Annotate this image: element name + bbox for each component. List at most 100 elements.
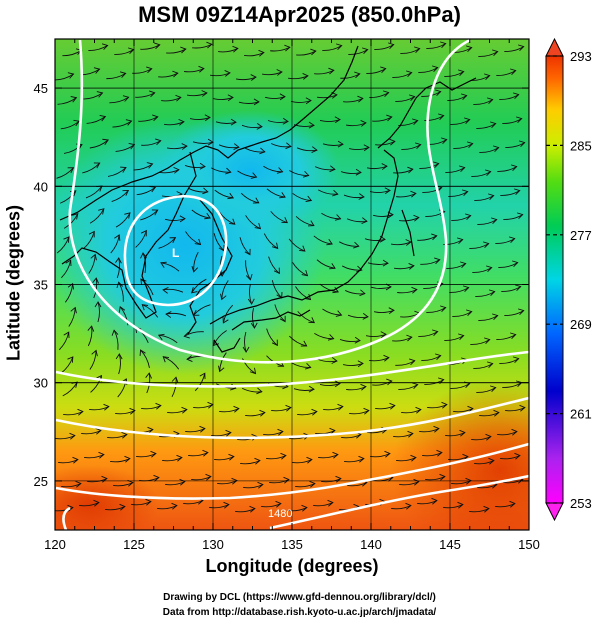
streamline xyxy=(135,230,147,248)
streamline xyxy=(166,48,187,54)
streamline xyxy=(244,147,265,153)
streamline xyxy=(263,431,284,436)
streamline xyxy=(266,328,278,346)
streamline-arrowhead xyxy=(382,259,389,267)
streamline xyxy=(244,52,265,57)
streamline-arrowhead xyxy=(90,253,97,261)
streamline xyxy=(107,434,128,439)
streamline-arrowhead xyxy=(462,285,470,293)
streamline-arrowhead xyxy=(154,42,161,50)
streamline-arrowhead xyxy=(407,166,414,174)
streamline xyxy=(140,278,154,296)
streamline-arrowhead xyxy=(305,362,312,370)
streamline-arrowhead xyxy=(408,94,416,102)
streamline xyxy=(261,503,282,508)
y-tick-label: 30 xyxy=(34,376,48,391)
streamline-arrowhead xyxy=(406,334,413,342)
streamline-arrowhead xyxy=(515,116,523,124)
streamline xyxy=(61,483,82,488)
streamline-arrowhead xyxy=(380,331,387,338)
streamline-arrowhead xyxy=(485,265,493,273)
y-axis-label: Latitude (degrees) xyxy=(3,204,24,362)
streamline-arrowhead xyxy=(140,278,147,285)
streamline-arrowhead xyxy=(486,361,494,369)
streamline-arrowhead xyxy=(181,143,188,150)
streamline xyxy=(63,213,79,229)
streamline xyxy=(58,459,79,464)
streamline xyxy=(60,190,77,204)
streamline-arrowhead xyxy=(439,473,446,481)
streamline-arrowhead xyxy=(198,65,205,73)
streamline-arrowhead xyxy=(147,426,154,434)
streamline xyxy=(268,256,280,274)
streamline-arrowhead xyxy=(150,450,157,458)
streamline-arrowhead xyxy=(305,97,312,105)
streamline xyxy=(109,96,129,104)
streamline xyxy=(218,144,240,149)
streamline-arrowhead xyxy=(459,261,467,269)
streamline xyxy=(393,265,415,270)
streamline-arrowhead xyxy=(309,480,316,488)
streamline-arrowhead xyxy=(118,305,126,313)
streamline xyxy=(375,140,396,146)
streamline-arrowhead xyxy=(326,239,333,246)
streamline-arrowhead xyxy=(228,218,236,225)
streamline xyxy=(345,122,367,127)
streamline-arrowhead xyxy=(160,261,167,268)
streamline xyxy=(264,96,286,99)
streamline xyxy=(140,44,160,50)
streamline xyxy=(471,171,491,177)
streamline xyxy=(214,189,234,199)
y-axis-ticks: 25 30 35 40 45 xyxy=(34,81,529,489)
streamline-arrowhead xyxy=(413,214,420,222)
streamline-arrowhead xyxy=(517,308,525,316)
streamline-arrowhead xyxy=(180,46,187,54)
streamline xyxy=(55,507,74,512)
streamline xyxy=(141,140,161,146)
streamline xyxy=(418,331,438,337)
low-center-label: L xyxy=(172,246,179,260)
streamline-arrowhead xyxy=(205,473,212,481)
streamline xyxy=(85,185,103,199)
streamline xyxy=(106,73,126,80)
streamline xyxy=(142,304,159,318)
streamline-arrowhead xyxy=(509,332,517,340)
wind-streamlines xyxy=(55,41,526,513)
streamline xyxy=(424,379,444,385)
streamline-arrowhead xyxy=(253,98,260,106)
streamline xyxy=(88,254,96,274)
streamline-arrowhead xyxy=(199,372,206,380)
streamline xyxy=(391,505,412,510)
streamline xyxy=(348,49,368,55)
streamline-arrowhead xyxy=(218,270,226,277)
streamline-arrowhead xyxy=(162,287,169,294)
streamline xyxy=(313,235,333,245)
streamline-arrowhead xyxy=(360,120,367,127)
streamline xyxy=(496,334,516,340)
streamline-arrowhead xyxy=(387,211,394,219)
streamline xyxy=(397,289,418,294)
streamline-arrowhead xyxy=(204,212,211,220)
streamline-arrowhead xyxy=(459,429,466,437)
streamline xyxy=(271,280,283,299)
streamline-arrowhead xyxy=(275,500,282,508)
streamline-arrowhead xyxy=(121,431,128,439)
streamline-arrowhead xyxy=(124,455,131,463)
streamline-arrowhead xyxy=(386,378,393,386)
streamline xyxy=(343,97,364,103)
streamline-arrowhead xyxy=(271,242,279,250)
streamline xyxy=(319,119,341,122)
streamline xyxy=(239,237,251,256)
streamline xyxy=(426,307,446,313)
streamline xyxy=(373,309,395,314)
streamline xyxy=(477,484,498,489)
streamline-arrowhead xyxy=(233,143,240,150)
streamline xyxy=(393,433,414,438)
streamline-arrowhead xyxy=(279,192,286,199)
streamline-arrowhead xyxy=(194,238,202,246)
streamline-arrowhead xyxy=(358,455,365,463)
streamline xyxy=(444,71,464,77)
streamline xyxy=(55,73,74,81)
streamline xyxy=(501,286,521,292)
streamline xyxy=(474,460,495,465)
